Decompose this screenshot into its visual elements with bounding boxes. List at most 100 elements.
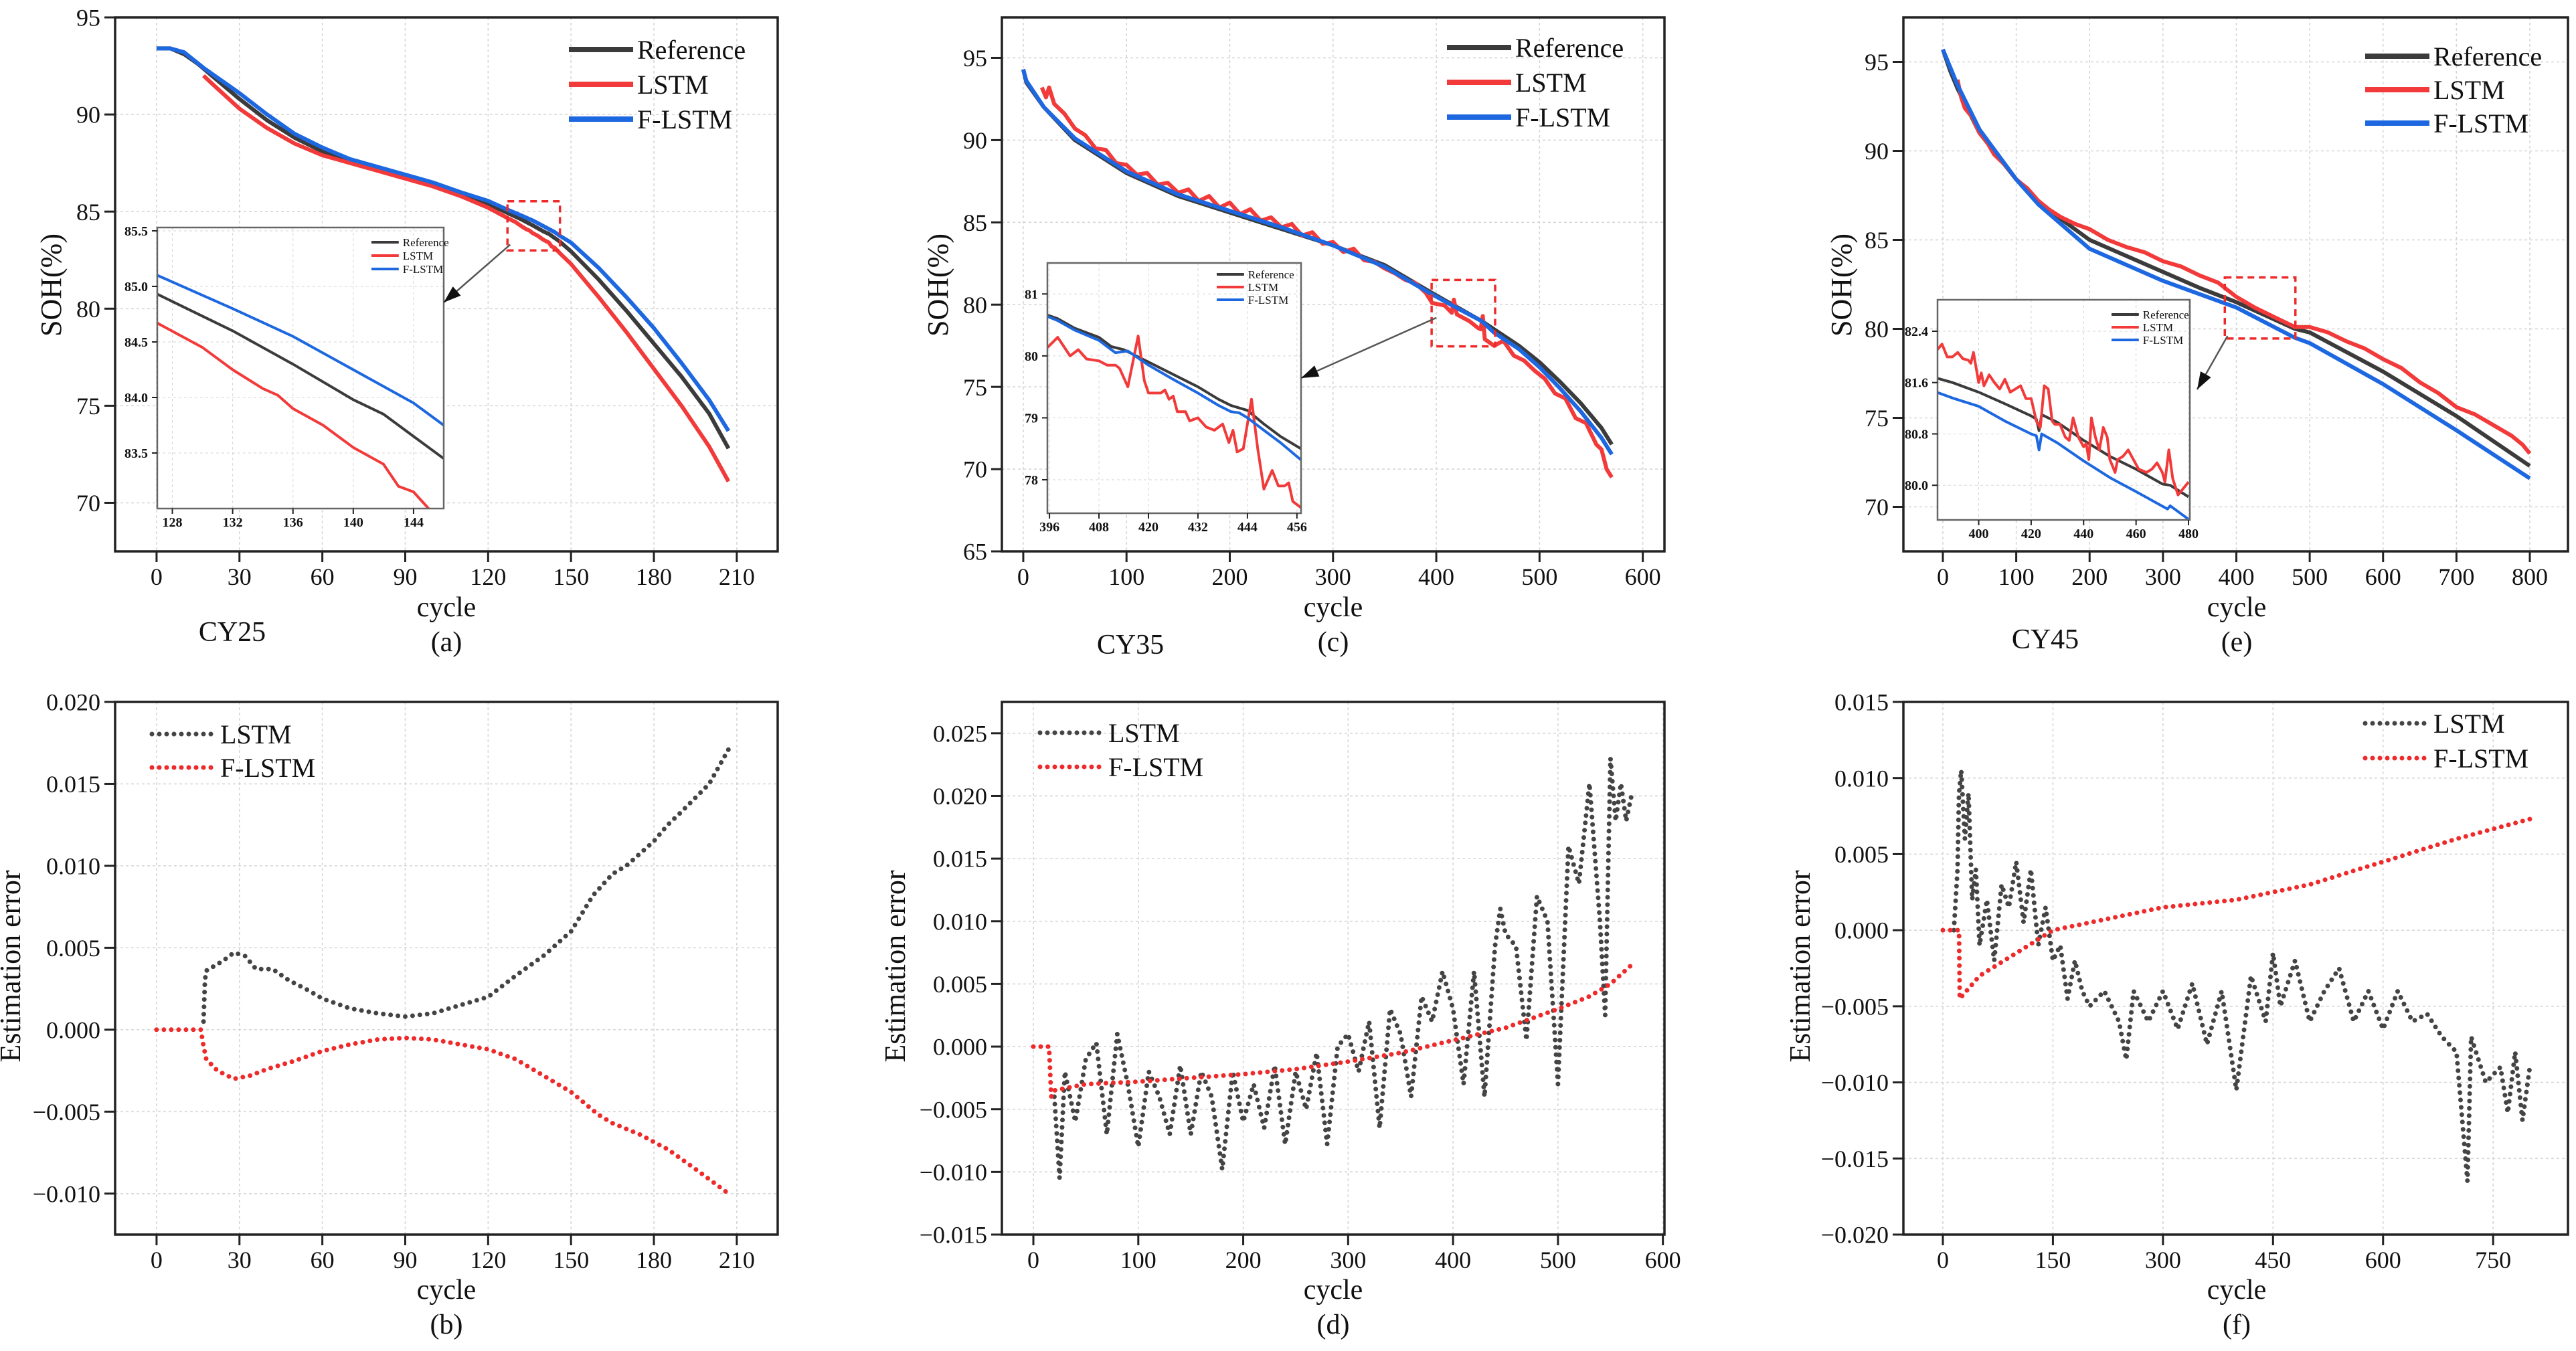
panel-a-x-tick-label: 150 — [553, 563, 589, 590]
panel-d-x-tick-label: 400 — [1435, 1247, 1471, 1273]
panel-f-x-tick-label: 750 — [2475, 1247, 2511, 1273]
panel-e-y-tick-label: 70 — [1865, 494, 1889, 521]
panel-f-legend-label: F-LSTM — [2433, 743, 2528, 774]
panel-a-inset-y-tick-label: 85.0 — [124, 280, 148, 294]
panel-e-series-f-lstm — [1941, 48, 2531, 480]
panel-f-x-tick-label: 300 — [2145, 1247, 2181, 1273]
panel-d-plot-background — [1002, 702, 1664, 1235]
panel-c-inset-y-tick-label: 81 — [1025, 287, 1038, 302]
panel-c-legend-label: LSTM — [1515, 68, 1587, 98]
panel-f-plot-background — [1903, 702, 2568, 1235]
panel-a-inset-legend-label: Reference — [403, 236, 449, 249]
panel-e-y-tick-label: 80 — [1865, 316, 1889, 343]
panel-e: 0 100 200 300 400 500 600 700 800 70 75 80 85 90 95 Ref… — [1825, 16, 2569, 658]
panel-d-y-tick-label: 0.010 — [933, 908, 987, 935]
panel-e-y-tick-label: 85 — [1865, 227, 1889, 254]
panel-c-inset-x-tick-label: 420 — [1138, 520, 1158, 535]
panel-e-y-tick-label: 75 — [1865, 405, 1889, 432]
panel-f-panel-label: (f) — [2223, 1310, 2251, 1340]
panel-e-inset-y-tick-label: 80.8 — [1905, 427, 1928, 442]
panel-d-legend-label: F-LSTM — [1108, 752, 1203, 782]
panel-c-zoom-box — [1430, 278, 1496, 348]
panel-c-x-tick-label: 0 — [1017, 563, 1029, 590]
panel-a-inset-legend-label: F-LSTM — [403, 263, 443, 276]
panel-f-x-tick-label: 150 — [2035, 1247, 2071, 1273]
panel-e-inset-series-f-lstm — [1938, 391, 2190, 520]
panel-c-y-axis-label: SOH(%) — [922, 234, 954, 337]
panel-a-y-tick-label: 70 — [76, 490, 100, 517]
panel-e-inset-legend-label: Reference — [2143, 308, 2189, 321]
panel-a-inset-axes-frame — [156, 226, 445, 510]
panel-d-y-tick-label: 0.015 — [933, 846, 987, 873]
panel-b-x-tick-label: 120 — [470, 1247, 506, 1273]
panel-c-inset-x-tick-label: 408 — [1089, 520, 1109, 535]
panel-c-inset-legend-label: Reference — [1248, 268, 1294, 281]
panel-d-y-tick-label: −0.015 — [920, 1222, 987, 1249]
panel-f-x-tick-label: 450 — [2255, 1247, 2291, 1273]
panel-c-inset-series-reference — [1047, 314, 1301, 450]
panel-e-inset-x-tick-label: 460 — [2126, 527, 2146, 541]
panel-c-y-tick-label: 85 — [963, 209, 987, 236]
panel-c-inset-series-group — [1047, 314, 1301, 509]
panel-f-y-tick-label: −0.005 — [1821, 993, 1889, 1020]
panel-c-inset-y-tick-label: 78 — [1025, 473, 1038, 488]
panel-a-inset-series-f-lstm — [157, 274, 444, 427]
panel-d-y-tick-label: −0.005 — [920, 1096, 987, 1123]
panel-c-zoom-arrow-line — [1300, 317, 1437, 379]
panel-f: 0 150 300 450 600 750 −0.020 −0.015 −0.010 −0.005… — [1784, 689, 2569, 1340]
panel-a: 0 30 60 90 120 150 180 210 70 75 80 85 90 95 Reference… — [35, 5, 779, 658]
panel-b-axes-frame — [114, 701, 779, 1236]
panel-d-axes-frame — [1001, 701, 1666, 1236]
panel-d-x-tick-label: 100 — [1120, 1247, 1156, 1273]
panel-c-y-tick-label: 95 — [963, 45, 987, 72]
panel-b-x-tick-label: 90 — [393, 1247, 417, 1273]
panel-a-y-tick-label: 80 — [76, 296, 100, 323]
panel-a-inset-y-tick-label: 84.0 — [124, 391, 148, 406]
panel-e-condition-label: CY45 — [2012, 624, 2079, 655]
panel-a-zoom-box — [506, 200, 562, 252]
panel-c-inset-legend-label: LSTM — [1248, 281, 1278, 294]
panel-e-panel-label: (e) — [2221, 627, 2253, 658]
panel-f-series-f-lstm — [1940, 816, 2532, 1001]
panel-a-inset-series-group — [157, 274, 444, 509]
panel-f-axes-frame — [1902, 701, 2569, 1236]
panel-a-inset-x-tick-label: 132 — [223, 515, 243, 530]
panel-e-inset: 400 420 440 460 480 80.0 80.8 81.6 82.4 Reference… — [1905, 298, 2199, 541]
panel-b-series-f-lstm — [154, 1027, 731, 1196]
panel-e-inset-y-tick-label: 80.0 — [1905, 478, 1928, 493]
panel-d-y-axis-label: Estimation error — [879, 870, 912, 1062]
panel-d-series-f-lstm — [1031, 962, 1634, 1099]
panel-e-x-axis-label: cycle — [2207, 592, 2267, 623]
panel-c-series-group — [1021, 68, 1614, 478]
panel-b-x-axis-label: cycle — [417, 1275, 477, 1305]
panel-c-y-tick-label: 90 — [963, 127, 987, 154]
panel-b-y-tick-label: 0.020 — [46, 689, 100, 716]
panel-e-x-tick-label: 0 — [1937, 563, 1949, 590]
panel-b: 0 30 60 90 120 150 180 210 −0.010 −0.005 0.000 0.00… — [0, 689, 779, 1340]
panel-f-y-tick-label: 0.000 — [1834, 917, 1889, 944]
panel-a-inset-y-tick-label: 84.5 — [124, 335, 148, 350]
panel-f-y-axis-label: Estimation error — [1784, 870, 1816, 1062]
panel-c-zoom-arrow-head-icon — [1301, 365, 1320, 378]
panel-a-condition-label: CY25 — [199, 617, 266, 648]
panel-a-inset-x-tick-label: 140 — [343, 515, 363, 530]
panel-c-y-tick-label: 70 — [963, 456, 987, 483]
panel-c-inset-x-tick-label: 396 — [1039, 520, 1059, 535]
panel-a-y-tick-label: 90 — [76, 102, 100, 128]
panel-e-inset-x-tick-label: 440 — [2073, 527, 2093, 541]
panel-a-panel-label: (a) — [431, 627, 462, 658]
panel-a-axes-frame — [114, 16, 779, 553]
panel-a-series-lstm — [202, 74, 731, 482]
panel-d-x-tick-label: 0 — [1027, 1247, 1039, 1273]
panel-f-series-lstm — [1951, 768, 2532, 1184]
panel-b-y-tick-label: 0.005 — [46, 935, 100, 962]
panel-c-x-tick-label: 300 — [1315, 563, 1351, 590]
panel-a-inset-y-tick-label: 83.5 — [124, 446, 148, 461]
panel-a-legend-label: Reference — [637, 35, 746, 65]
panel-f-y-tick-label: −0.020 — [1821, 1222, 1889, 1249]
panel-c-inset: 396 408 420 432 444 456 78 79 80 81 ReferenceLSTMF… — [1025, 262, 1307, 535]
panel-c-legend-label: Reference — [1515, 33, 1624, 63]
panel-b-legend-label: F-LSTM — [220, 753, 315, 783]
panel-d-x-tick-label: 200 — [1225, 1247, 1262, 1273]
panel-c-y-tick-label: 75 — [963, 374, 987, 401]
